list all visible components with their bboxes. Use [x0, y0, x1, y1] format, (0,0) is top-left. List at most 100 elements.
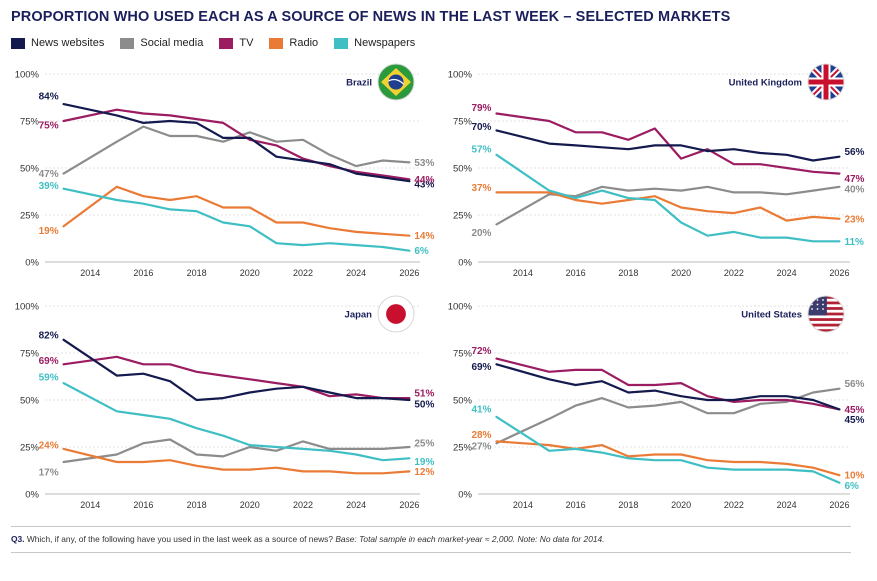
y-tick-label: 25%	[453, 443, 473, 454]
end-label-newspapers: 19%	[414, 457, 434, 468]
flag-star	[811, 308, 813, 310]
legend-label: News websites	[31, 37, 105, 49]
series-line-news-websites	[62, 338, 411, 402]
end-label-radio: 14%	[414, 231, 434, 242]
y-tick-label: 100%	[15, 70, 40, 81]
series-line-tv	[495, 112, 841, 175]
start-label-tv: 79%	[471, 103, 491, 114]
start-label-newspapers: 59%	[39, 373, 59, 384]
x-tick-label: 2018	[618, 268, 638, 278]
legend-label: TV	[239, 37, 254, 49]
x-tick-label: 2018	[187, 268, 207, 278]
end-label-radio: 12%	[414, 467, 434, 478]
end-label-newspapers: 6%	[844, 481, 859, 492]
x-tick-label: 2020	[671, 500, 691, 510]
x-tick-label: 2014	[80, 500, 100, 510]
x-tick-label: 2016	[133, 268, 153, 278]
legend-item-newspapers: Newspapers	[334, 37, 415, 49]
market-title: United Kingdom	[729, 78, 802, 89]
x-tick-label: 2022	[724, 268, 744, 278]
legend-swatch	[334, 37, 349, 49]
end-label-social-media: 53%	[414, 158, 434, 169]
x-tick-label: 2026	[399, 268, 419, 278]
series-line-radio	[62, 185, 411, 237]
series-line-radio	[62, 447, 411, 475]
market-title: Japan	[345, 310, 373, 321]
japan-flag-icon	[378, 296, 414, 332]
start-label-tv: 72%	[471, 346, 491, 357]
uk-flag-icon	[808, 64, 844, 100]
x-tick-label: 2018	[187, 500, 207, 510]
start-label-tv: 75%	[39, 121, 59, 132]
flag-stripe	[808, 329, 844, 332]
x-tick-label: 2026	[829, 500, 849, 510]
y-tick-label: 0%	[458, 490, 472, 501]
y-tick-label: 0%	[458, 258, 472, 269]
chart-united-states: 0% 25% 50% 75% 100% 2014 2016 2018 2020 2022 2024 2…	[448, 295, 865, 510]
flag-cross-red	[823, 64, 829, 100]
y-tick-label: 0%	[25, 258, 39, 269]
start-label-newspapers: 41%	[471, 404, 491, 415]
series-line-newspapers	[495, 153, 841, 243]
series-line-tv	[62, 355, 411, 400]
start-label-news-websites: 82%	[39, 330, 59, 341]
y-tick-label: 75%	[20, 349, 40, 360]
y-tick-label: 75%	[20, 117, 40, 128]
series-line-newspapers	[62, 187, 411, 252]
market-title: United States	[741, 310, 802, 321]
y-tick-label: 75%	[453, 117, 473, 128]
start-label-newspapers: 39%	[39, 181, 59, 192]
series-line-social-media	[495, 185, 841, 226]
end-label-tv: 51%	[414, 389, 434, 400]
start-label-news-websites: 84%	[39, 92, 59, 103]
series-line-newspapers	[495, 415, 841, 484]
end-label-newspapers: 6%	[414, 246, 429, 257]
x-tick-label: 2026	[829, 268, 849, 278]
end-label-tv: 47%	[844, 174, 864, 185]
series-line-news-websites	[495, 129, 841, 162]
start-label-news-websites: 69%	[471, 362, 491, 373]
end-label-tv: 45%	[844, 405, 864, 416]
legend-item-tv: TV	[219, 37, 253, 49]
flag-star	[811, 299, 813, 301]
flag-border	[807, 63, 845, 101]
x-tick-label: 2014	[513, 500, 533, 510]
flag-stripe	[808, 323, 844, 327]
start-label-radio: 37%	[471, 183, 491, 194]
x-tick-label: 2024	[346, 500, 366, 510]
flag-border	[377, 63, 415, 101]
legend: News websites Social media TV Radio News…	[11, 37, 415, 49]
y-tick-label: 0%	[25, 490, 39, 501]
footnote-label: Q3.	[11, 534, 25, 544]
flag-stripe	[808, 318, 844, 321]
y-tick-label: 50%	[20, 164, 40, 175]
y-tick-label: 25%	[20, 211, 40, 222]
flag-star	[822, 308, 824, 310]
series-line-news-websites	[62, 102, 411, 183]
series-line-news-websites	[495, 363, 841, 411]
legend-label: Newspapers	[354, 37, 416, 49]
x-tick-label: 2014	[513, 268, 533, 278]
start-label-social-media: 17%	[39, 468, 59, 479]
footnote-divider-top	[11, 526, 851, 527]
legend-swatch	[11, 37, 25, 49]
x-tick-label: 2024	[346, 268, 366, 278]
x-tick-label: 2026	[399, 500, 419, 510]
footnote: Q3. Which, if any, of the following have…	[11, 534, 605, 544]
x-tick-label: 2020	[671, 268, 691, 278]
us-flag-icon	[808, 296, 844, 332]
legend-item-radio: Radio	[269, 37, 318, 49]
series-line-social-media	[62, 125, 411, 175]
market-title: Brazil	[346, 78, 372, 89]
flag-star	[816, 308, 819, 310]
y-tick-label: 100%	[448, 302, 473, 313]
y-tick-label: 25%	[453, 211, 473, 222]
start-label-radio: 28%	[471, 430, 491, 441]
y-tick-label: 100%	[448, 70, 473, 81]
y-tick-label: 25%	[20, 443, 40, 454]
footnote-divider-bottom	[11, 552, 851, 553]
x-tick-label: 2016	[566, 268, 586, 278]
flag-band	[388, 78, 404, 85]
flag-star	[816, 299, 819, 301]
footnote-note: Base: Total sample in each market-year ≈…	[335, 534, 605, 544]
